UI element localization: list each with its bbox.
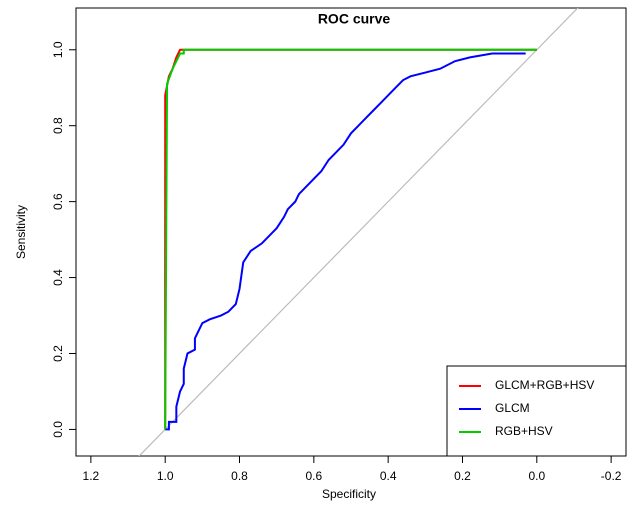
x-tick-label: 1.0 <box>157 469 174 483</box>
legend-label: RGB+HSV <box>495 424 553 438</box>
x-tick-label: 0.0 <box>528 469 545 483</box>
y-tick-label: 1.0 <box>51 41 65 58</box>
x-tick-label: -0.2 <box>601 469 622 483</box>
x-tick-label: 1.2 <box>83 469 100 483</box>
plot-area <box>138 8 579 456</box>
y-tick-label: 0.6 <box>51 193 65 210</box>
y-tick-label: 0.2 <box>51 345 65 362</box>
y-tick-label: 0.4 <box>51 269 65 286</box>
chart-title: ROC curve <box>318 11 391 27</box>
roc-line <box>164 48 537 430</box>
legend-label: GLCM <box>495 401 530 415</box>
x-axis-label: Specificity <box>322 487 376 501</box>
x-tick-label: 0.6 <box>305 469 322 483</box>
roc-line <box>165 52 526 431</box>
legend-label: GLCM+RGB+HSV <box>495 378 594 392</box>
x-tick-label: 0.8 <box>231 469 248 483</box>
y-axis-label: Sensitivity <box>14 205 28 259</box>
reference-diagonal <box>138 8 579 456</box>
y-tick-label: 0.0 <box>51 421 65 438</box>
x-tick-label: 0.2 <box>454 469 471 483</box>
x-tick-label: 0.4 <box>380 469 397 483</box>
legend-box <box>446 365 627 457</box>
y-tick-label: 0.8 <box>51 117 65 134</box>
